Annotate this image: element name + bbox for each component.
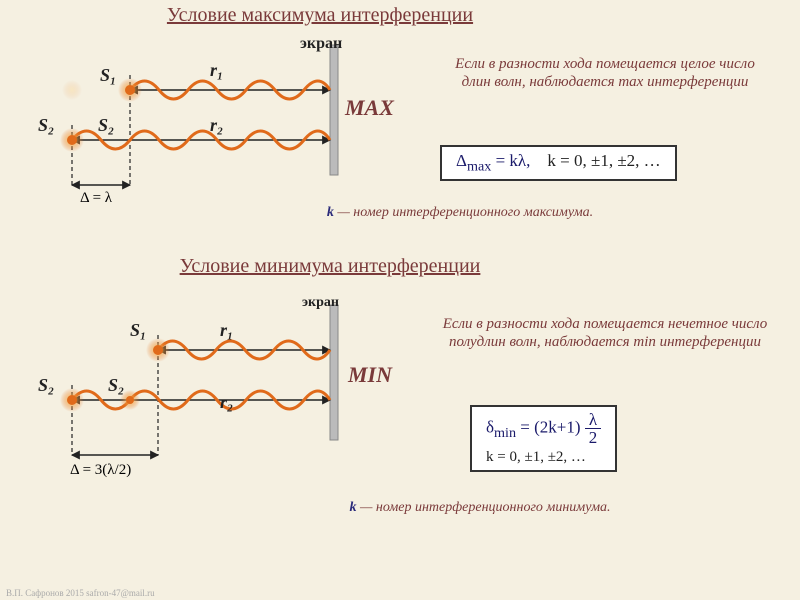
fmin-rhs-open: = (2k+1) bbox=[516, 417, 581, 436]
fmax-sub: max bbox=[467, 158, 491, 174]
s2-label-max: S₂ bbox=[38, 115, 54, 136]
fmin-sub: min bbox=[494, 425, 516, 441]
explain-min: Если в разности хода помещается нечетное… bbox=[440, 315, 770, 351]
fmax-lhs: Δ bbox=[456, 151, 467, 170]
title-max: Условие максимума интерференции bbox=[110, 4, 530, 27]
s2b-label-min: S₂ bbox=[108, 375, 124, 396]
fmax-rhs: = kλ, bbox=[491, 151, 530, 170]
k-values-min: k = 0, ±1, ±2, … bbox=[486, 449, 586, 465]
caption-max-text: — номер интерференционного максимума. bbox=[334, 205, 593, 220]
delta-label-max: Δ = λ bbox=[80, 190, 112, 207]
screen-label-min: экран bbox=[302, 295, 339, 311]
s2-label-min: S₂ bbox=[38, 375, 54, 396]
explain-max: Если в разности хода помещается целое чи… bbox=[440, 55, 770, 91]
k-values-max: k = 0, ±1, ±2, … bbox=[547, 151, 660, 170]
r2-label-max: r₂ bbox=[210, 115, 223, 136]
frac-den: 2 bbox=[585, 429, 602, 446]
caption-max: k — номер интерференционного максимума. bbox=[240, 205, 680, 221]
s2b-label-max: S₂ bbox=[98, 115, 114, 136]
credits: В.П. Сафронов 2015 safron-47@mail.ru bbox=[6, 588, 155, 598]
formula-max: Δmax = kλ, k = 0, ±1, ±2, … bbox=[440, 145, 677, 181]
r1-label-max: r₁ bbox=[210, 60, 223, 81]
title-min: Условие минимума интерференции bbox=[120, 255, 540, 278]
caption-min: k — номер интерференционного минимума. bbox=[260, 500, 700, 516]
r1-label-min: r₁ bbox=[220, 320, 233, 341]
s1-label-min: S₁ bbox=[130, 320, 146, 341]
r2-label-min: r₂ bbox=[220, 392, 233, 413]
mode-min: MIN bbox=[348, 362, 392, 388]
delta-min-a: Δ = 3 bbox=[70, 462, 102, 478]
mode-max: MAX bbox=[345, 95, 394, 121]
formula-min: δmin = (2k+1) λ2 k = 0, ±1, ±2, … bbox=[470, 405, 617, 472]
s1-label-max: S₁ bbox=[100, 65, 116, 86]
fmin-lhs: δ bbox=[486, 417, 494, 436]
screen-label-max: экран bbox=[300, 35, 342, 53]
caption-min-text: — номер интерференционного минимума. bbox=[356, 500, 610, 515]
delta-min-b: (λ/2) bbox=[102, 462, 131, 478]
delta-label-min: Δ = 3(λ/2) bbox=[70, 462, 131, 479]
frac-num: λ bbox=[585, 411, 602, 429]
